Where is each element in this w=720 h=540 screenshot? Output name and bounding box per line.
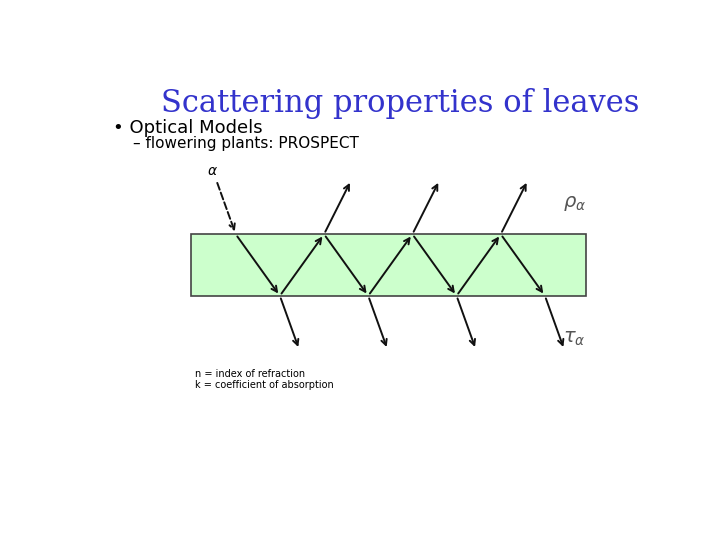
Text: $\alpha$: $\alpha$ [207, 164, 218, 178]
Text: Scattering properties of leaves: Scattering properties of leaves [161, 88, 639, 119]
Text: k = coefficient of absorption: k = coefficient of absorption [194, 381, 333, 390]
Text: • Optical Models: • Optical Models [113, 119, 263, 137]
Text: $\tau_\alpha$: $\tau_\alpha$ [563, 329, 585, 348]
Text: $\rho_\alpha$: $\rho_\alpha$ [563, 194, 586, 213]
Bar [191, 234, 586, 296]
Text: n = index of refraction: n = index of refraction [194, 369, 305, 379]
Text: – flowering plants: PROSPECT: – flowering plants: PROSPECT [132, 137, 359, 151]
